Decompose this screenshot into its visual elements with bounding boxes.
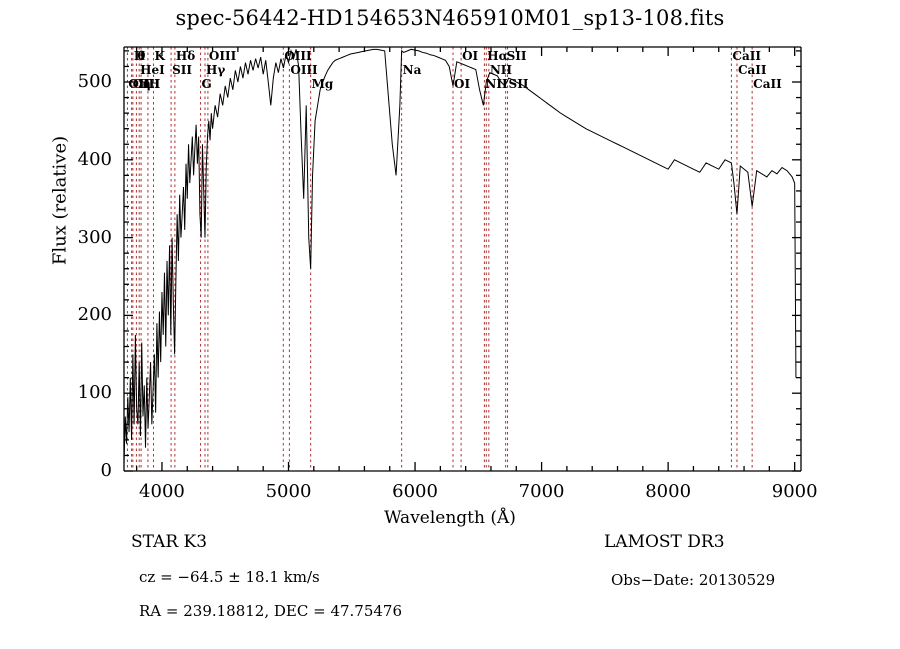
spectral-line-label: OIII <box>132 77 160 91</box>
y-tick-label: 100 <box>77 382 112 404</box>
spectral-line-label: OII <box>128 77 151 91</box>
spectral-line-label: CaII <box>737 63 767 77</box>
spectral-line-label: SII <box>508 77 529 91</box>
axis-frame <box>123 46 802 472</box>
page-title: spec-56442-HD154653N465910M01_sp13-108.f… <box>175 6 725 30</box>
spectral-line-label: Na <box>402 63 422 77</box>
line-marker-group <box>126 47 753 471</box>
spectral-line-label: OIII <box>290 63 318 77</box>
spectral-line-label: OI <box>454 77 471 91</box>
spectral-line-label: OIII <box>284 49 312 63</box>
x-tick-label: 4000 <box>139 481 185 502</box>
spectral-line-label: θ <box>137 49 146 63</box>
spectral-line-label: SII <box>506 49 527 63</box>
spectral-line-label: SII <box>172 63 192 77</box>
y-tick-label: 500 <box>77 71 112 92</box>
survey-name-text: LAMOST DR3 <box>604 532 725 552</box>
spectral-line-label: HeI <box>140 63 165 77</box>
spectral-line-label: CaII <box>732 49 761 63</box>
x-tick-label: 9000 <box>771 481 818 502</box>
x-tick-label: 6000 <box>392 481 438 502</box>
spectral-line-label: G <box>201 77 212 91</box>
y-tick-label: 0 <box>100 460 112 481</box>
spectral-line-label: OI <box>462 49 479 63</box>
spectral-line-label: Mg <box>311 77 334 91</box>
x-axis-label: Wavelength (Å) <box>384 508 516 528</box>
x-tick-label: 8000 <box>645 481 692 502</box>
spectral-line-label: NII <box>485 77 508 91</box>
spectral-line-label: Hα <box>487 49 508 63</box>
object-class-text: STAR K3 <box>131 532 208 552</box>
spectral-line-label: K <box>154 49 165 63</box>
y-tick-label: 200 <box>77 304 112 326</box>
redshift-velocity-text: cz = −64.5 ± 18.1 km/s <box>139 568 320 586</box>
x-tick-label: 7000 <box>518 481 565 502</box>
spectrum-trace <box>124 49 796 463</box>
y-tick-label: 300 <box>77 226 112 248</box>
x-tick-label: 5000 <box>265 481 312 502</box>
spectral-line-label: NII <box>489 63 513 77</box>
y-tick-label: 400 <box>77 148 112 170</box>
observation-date-text: Obs−Date: 20130529 <box>611 571 776 589</box>
spectral-line-label: H <box>148 77 161 91</box>
spectral-line-label: CaII <box>753 77 782 91</box>
spectral-line-label: η <box>142 77 151 91</box>
spectral-line-label: OIII <box>208 49 237 63</box>
coordinates-text: RA = 239.18812, DEC = 47.75476 <box>139 602 403 620</box>
spectral-line-label: Hδ <box>175 49 196 63</box>
spectral-line-label: Hγ <box>205 63 226 77</box>
spectral-line-label: H <box>133 49 146 63</box>
